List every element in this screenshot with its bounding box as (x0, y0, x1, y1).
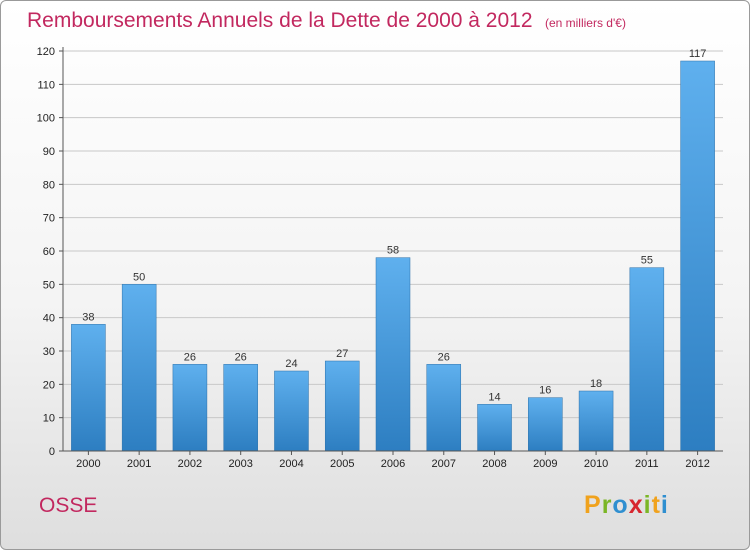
x-tick-label-2009: 2009 (533, 458, 557, 470)
y-tick-label: 70 (43, 213, 55, 225)
x-tick-label-2003: 2003 (228, 458, 252, 470)
y-tick-label: 80 (43, 179, 55, 191)
chart-subtitle: (en milliers d'€) (544, 16, 626, 30)
x-tick-label-2001: 2001 (127, 458, 151, 470)
x-tick-label-2002: 2002 (178, 458, 202, 470)
data-label-2007: 26 (438, 351, 450, 363)
logo-letter: r (601, 491, 613, 519)
bar-2003 (223, 364, 258, 452)
x-tick-label-2006: 2006 (381, 458, 405, 470)
x-tick-label-2011: 2011 (635, 458, 659, 470)
bar-2011 (629, 267, 665, 452)
labels: 0 10 20 30 40 50 60 70 80 90 100 110 120 38 2000 50 2001… (37, 46, 710, 470)
x-tick-label-2008: 2008 (482, 458, 506, 470)
y-tick-label: 100 (37, 113, 55, 125)
logo-letter: t (651, 491, 661, 519)
bar-2009 (528, 397, 563, 452)
logo-letter: P (584, 491, 602, 519)
y-tick-label: 30 (43, 346, 55, 358)
data-label-2004: 24 (285, 358, 297, 370)
data-label-2008: 14 (488, 391, 500, 403)
x-tick-label-2005: 2005 (330, 458, 354, 470)
x-tick-label-2004: 2004 (279, 458, 303, 470)
logo-letter: x (628, 491, 644, 519)
y-tick-label: 0 (49, 446, 55, 458)
data-label-2010: 18 (590, 378, 602, 390)
bar-2000 (71, 324, 106, 452)
bar-2008 (477, 404, 512, 452)
bar-2005 (324, 360, 360, 452)
bar-2012 (680, 60, 715, 452)
chart-title: Remboursements Annuels de la Dette de 20… (27, 9, 626, 33)
bar-2002 (172, 364, 208, 452)
bars (71, 60, 715, 452)
bar-2001 (121, 284, 157, 452)
data-label-2000: 38 (82, 311, 94, 323)
data-label-2006: 58 (387, 245, 399, 257)
data-label-2002: 26 (184, 351, 196, 363)
y-tick-label: 60 (43, 246, 55, 258)
y-tick-label: 90 (43, 146, 55, 158)
proxiti-logo: Proxiti (584, 491, 669, 520)
y-tick-label: 110 (37, 79, 55, 91)
y-tick-label: 40 (43, 313, 55, 325)
commune-name: OSSE (39, 494, 98, 517)
chart-title-text: Remboursements Annuels de la Dette de 20… (27, 9, 533, 32)
bar-2007 (426, 364, 462, 452)
logo-letter: i (643, 491, 652, 519)
data-label-2001: 50 (133, 271, 145, 283)
x-tick-label-2000: 2000 (76, 458, 100, 470)
bar-2010 (578, 390, 614, 452)
y-tick-label: 10 (43, 413, 55, 425)
data-label-2005: 27 (336, 348, 348, 360)
x-tick-label-2007: 2007 (432, 458, 456, 470)
data-label-2012: 117 (689, 48, 707, 60)
y-tick-label: 20 (43, 379, 55, 391)
y-tick-label: 50 (43, 279, 55, 291)
data-label-2009: 16 (539, 385, 551, 397)
bar-2004 (274, 370, 309, 452)
logo-letter: i (660, 491, 669, 519)
y-tick-label: 120 (37, 46, 55, 58)
data-label-2011: 55 (641, 255, 653, 267)
logo-letter: o (612, 491, 629, 519)
x-tick-label-2010: 2010 (584, 458, 608, 470)
x-tick-label-2012: 2012 (685, 458, 709, 470)
axes (59, 47, 723, 455)
bar-2006 (375, 257, 411, 452)
data-label-2003: 26 (235, 351, 247, 363)
